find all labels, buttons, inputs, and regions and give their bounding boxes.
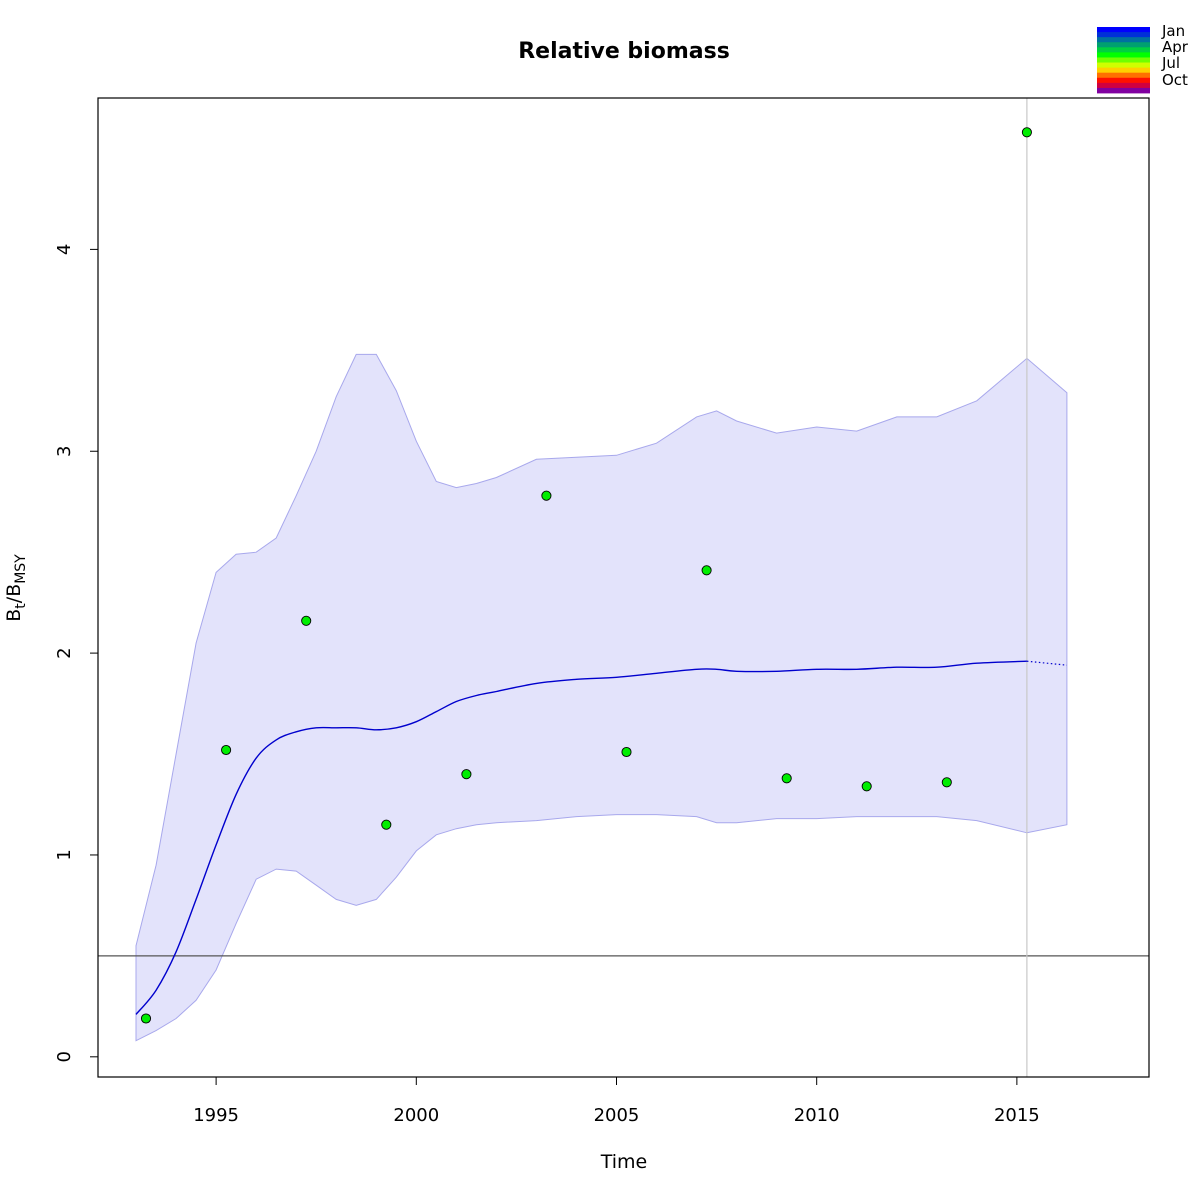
legend-swatch (1097, 57, 1150, 63)
observation-point (621, 746, 632, 758)
x-tick-label: 2005 (594, 1105, 640, 1126)
x-tick-label: 2015 (994, 1105, 1040, 1126)
legend-swatch (1097, 37, 1150, 43)
legend-swatch (1097, 47, 1150, 53)
observation-point (861, 781, 872, 792)
legend-swatch (1097, 32, 1150, 38)
y-tick-label: 4 (54, 244, 75, 255)
x-axis-label: Time (600, 1151, 648, 1173)
x-tick-label: 1995 (193, 1105, 239, 1126)
observation-point (941, 777, 952, 788)
y-axis-label-sep: /B (3, 584, 25, 603)
confidence-band (135, 353, 1068, 1042)
y-tick-label: 2 (54, 647, 75, 658)
legend-swatch (1097, 62, 1150, 69)
observation-point (140, 1013, 152, 1024)
legend-swatch (1097, 87, 1150, 94)
legend-swatch (1097, 67, 1150, 74)
biomass-prediction-line (1026, 660, 1067, 666)
legend-swatch (1097, 27, 1150, 33)
x-tick-label: 2010 (794, 1105, 840, 1126)
observation-point (1021, 127, 1032, 138)
legend-swatch (1097, 82, 1150, 89)
y-axis-label-main: B (3, 609, 25, 622)
x-tick-label: 2000 (393, 1105, 439, 1126)
legend-swatch (1097, 42, 1150, 48)
observation-point (381, 819, 392, 830)
observation-point (301, 615, 312, 626)
legend-label-jul: Jul (1161, 54, 1180, 72)
biomass-estimate-line (135, 660, 1027, 1015)
y-tick-label: 1 (54, 849, 75, 860)
y-axis-label-sub-msy: MSY (13, 554, 29, 584)
svg-text:Bt/BMSY: Bt/BMSY (3, 554, 29, 622)
legend-swatch (1097, 52, 1150, 58)
legend-label-jan: Jan (1161, 22, 1185, 40)
observation-point (701, 565, 712, 576)
observation-point (461, 769, 472, 780)
observation-point (781, 773, 792, 784)
observation-point (541, 490, 552, 501)
y-axis-label-sub-t: t (13, 603, 29, 609)
legend-swatch (1097, 77, 1150, 84)
y-axis-label: Bt/BMSY (3, 554, 29, 622)
legend-swatch (1097, 72, 1150, 79)
y-tick-label: 0 (54, 1051, 75, 1062)
observation-point (221, 744, 232, 756)
plot-area (98, 98, 1149, 1077)
legend-label-apr: Apr (1162, 38, 1189, 56)
legend-label-oct: Oct (1162, 71, 1188, 89)
x-axis: 1995 2000 2005 2010 2015 (193, 1076, 1040, 1126)
y-tick-label: 3 (54, 446, 75, 457)
chart-title: Relative biomass (518, 39, 730, 64)
y-axis: 0 1 2 3 4 (54, 244, 99, 1063)
